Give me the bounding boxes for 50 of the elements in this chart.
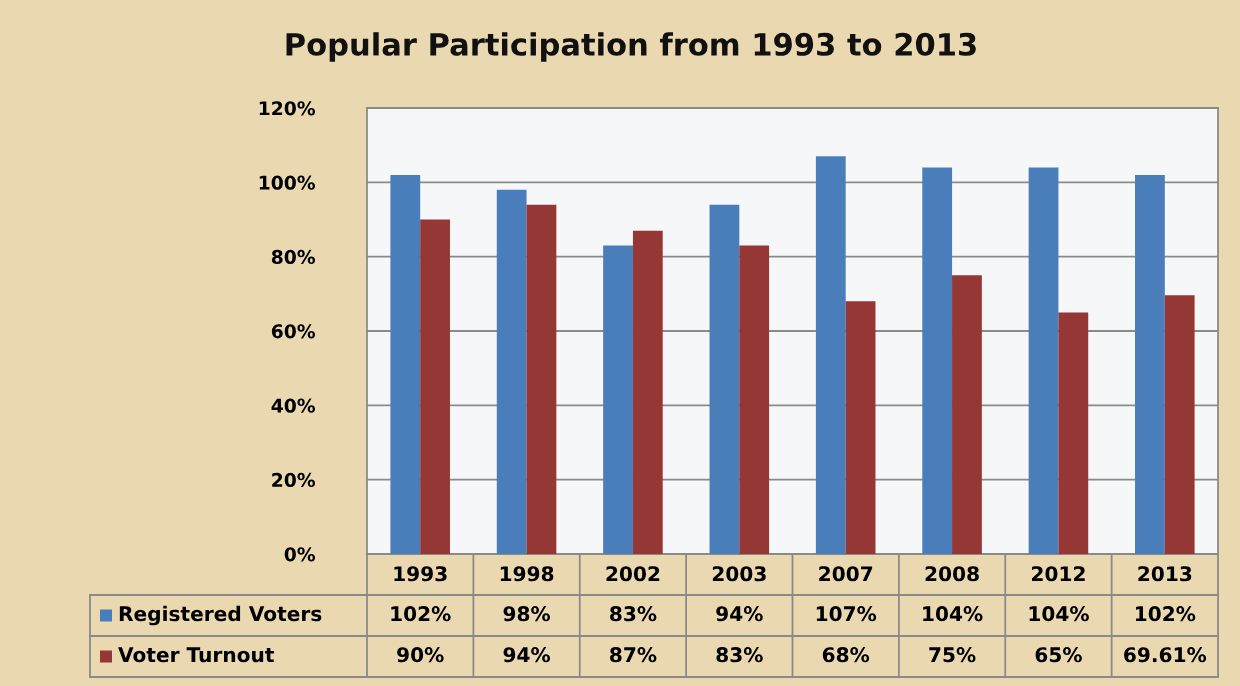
- bar: [845, 301, 876, 554]
- bar: [420, 219, 450, 554]
- bar: [1135, 174, 1165, 554]
- bar: [815, 156, 846, 554]
- data-label: 83%: [716, 647, 763, 663]
- x-tick-label: 2007: [819, 566, 873, 582]
- legend-label: Voter Turnout: [118, 647, 275, 663]
- bar: [603, 245, 633, 554]
- data-label: 65%: [1035, 647, 1082, 663]
- bar: [1164, 295, 1195, 554]
- bar: [709, 204, 740, 554]
- data-label: 68%: [822, 647, 870, 663]
- data-label: 104%: [1029, 606, 1089, 622]
- data-label: 94%: [716, 606, 763, 622]
- data-label: 83%: [610, 606, 657, 622]
- bar: [632, 230, 663, 554]
- legend-label: Registered Voters: [119, 605, 322, 626]
- bar: [1028, 167, 1059, 554]
- data-label: 94%: [503, 647, 551, 663]
- bar: [1058, 312, 1089, 554]
- data-label: 107%: [816, 606, 877, 622]
- y-tick-label: 0%: [284, 547, 316, 562]
- x-tick-label: 2013: [1138, 566, 1192, 582]
- x-tick-label: 2012: [1032, 566, 1085, 582]
- x-tick-label: 2008: [925, 566, 979, 582]
- data-label: 69.61%: [1124, 647, 1207, 663]
- bar: [496, 189, 527, 554]
- y-tick-label: 80%: [271, 249, 316, 265]
- y-tick-label: 60%: [271, 324, 316, 339]
- data-label: 104%: [923, 606, 983, 622]
- y-tick-label: 120%: [259, 101, 316, 116]
- chart-title: Popular Participation from 1993 to 2013: [286, 32, 976, 62]
- x-tick-label: 2003: [712, 566, 766, 582]
- data-label: 87%: [610, 647, 657, 663]
- x-tick-label: 1993: [394, 566, 447, 582]
- data-label: 90%: [397, 647, 444, 663]
- bar: [390, 174, 421, 554]
- data-label: 75%: [929, 647, 976, 663]
- data-label: 102%: [1135, 606, 1196, 622]
- y-tick-label: 40%: [271, 398, 316, 413]
- bar: [922, 167, 953, 554]
- bar: [952, 275, 982, 554]
- y-tick-label: 20%: [272, 472, 316, 488]
- x-tick-label: 1998: [500, 566, 554, 582]
- bar: [526, 204, 557, 554]
- data-label: 98%: [503, 606, 551, 622]
- data-label: 102%: [391, 606, 451, 622]
- x-tick-label: 2002: [606, 566, 660, 582]
- bar: [739, 245, 770, 554]
- y-tick-label: 100%: [259, 175, 316, 190]
